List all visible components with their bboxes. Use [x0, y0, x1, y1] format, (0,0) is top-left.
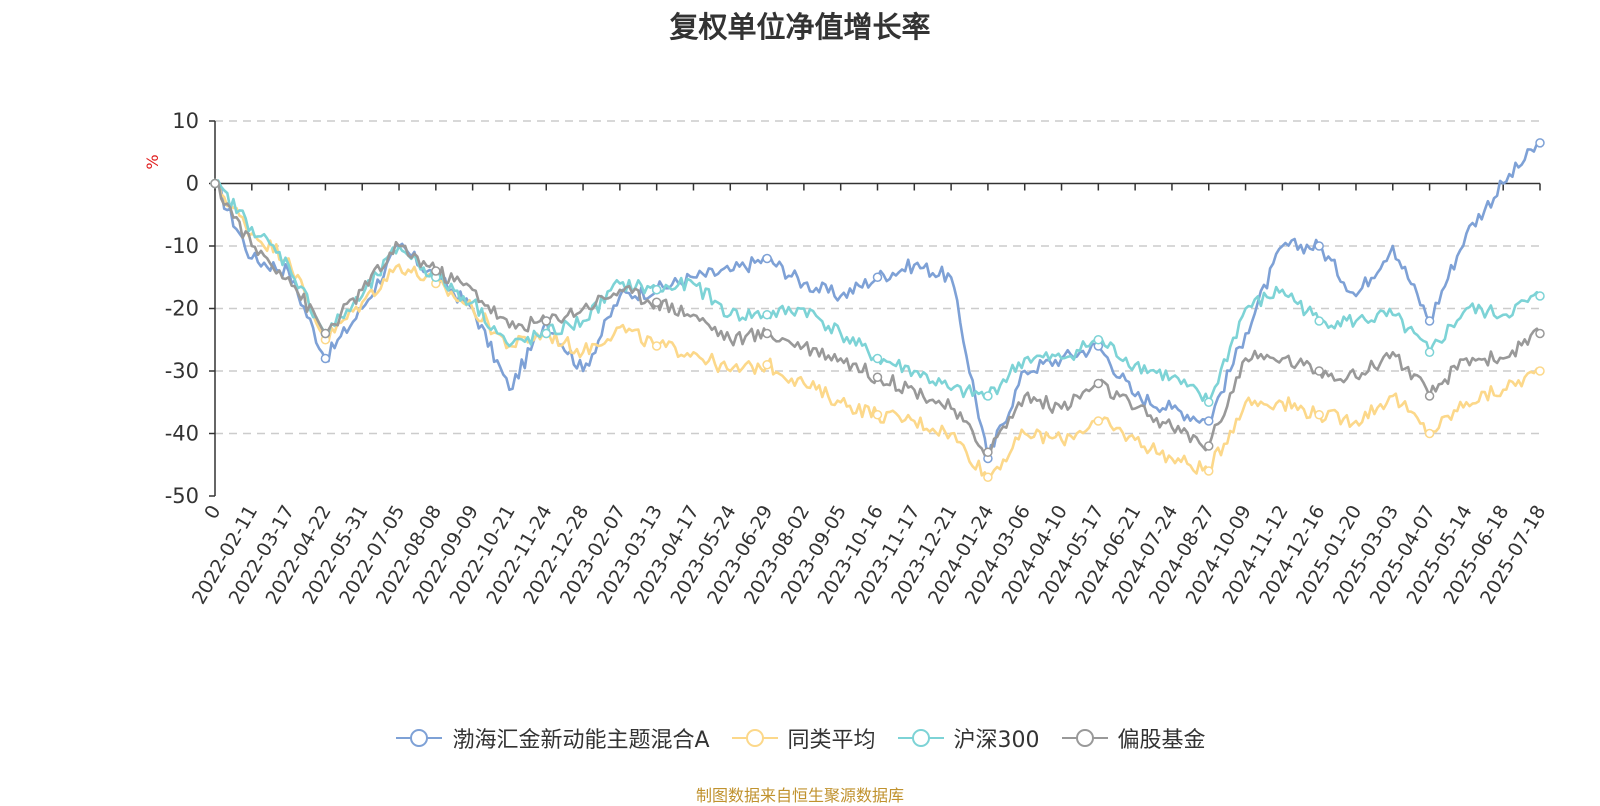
- legend-label: 同类平均: [787, 728, 876, 753]
- series-point: [541, 328, 551, 339]
- series-point: [1535, 328, 1545, 339]
- y-tick-label: -40: [165, 422, 199, 446]
- legend: 渤海汇金新动能主题混合A 同类平均 沪深300 偏股基金: [0, 722, 1600, 754]
- y-axis-unit-label: %: [143, 154, 162, 169]
- series-point: [983, 391, 993, 401]
- series-point: [1424, 347, 1435, 357]
- legend-line-circle-icon: [897, 729, 944, 747]
- y-tick-label: 10: [172, 109, 199, 133]
- series-point: [1424, 391, 1435, 401]
- y-tick-label: -50: [165, 484, 199, 508]
- series-point: [1314, 316, 1324, 326]
- axes: 100-10-20-30-40-5002022-02-112022-03-172…: [165, 109, 1551, 608]
- y-tick-label: -30: [165, 359, 199, 383]
- series-point: [872, 372, 883, 382]
- series-point: [210, 178, 220, 189]
- data-source-footer: 制图数据来自恒生聚源数据库: [695, 786, 904, 805]
- legend-item-0[interactable]: 渤海汇金新动能主题混合A: [394, 722, 710, 754]
- series-point: [1093, 335, 1104, 345]
- series-point: [1314, 366, 1324, 376]
- series-point: [983, 447, 993, 457]
- series-point: [1204, 397, 1214, 407]
- legend-line-circle-icon: [396, 729, 443, 747]
- series-point: [1093, 416, 1104, 426]
- legend-label: 偏股基金: [1117, 728, 1206, 753]
- series-point: [320, 353, 331, 364]
- series-point: [762, 360, 772, 370]
- y-tick-label: -10: [165, 234, 199, 258]
- series-point: [320, 328, 331, 339]
- series-point: [431, 266, 441, 276]
- series-point: [541, 316, 551, 326]
- series-point: [1204, 466, 1214, 476]
- series-point: [651, 285, 662, 295]
- series-point: [1204, 416, 1214, 426]
- series-point: [762, 253, 772, 264]
- series-line-2: [214, 179, 1542, 404]
- legend-item-2[interactable]: 沪深300: [896, 722, 1040, 754]
- legend-line-circle-icon: [1061, 729, 1108, 747]
- legend-line-circle-icon: [731, 729, 778, 747]
- series-point: [651, 297, 662, 307]
- series-point: [872, 410, 883, 420]
- series-lines: [214, 141, 1542, 479]
- series-point: [1424, 316, 1435, 326]
- series-point: [983, 472, 993, 482]
- series-point: [1535, 366, 1545, 376]
- series-point: [1535, 138, 1545, 148]
- legend-label: 沪深300: [953, 728, 1040, 753]
- y-tick-label: 0: [186, 172, 199, 196]
- series-point: [872, 272, 883, 282]
- gridlines: [215, 120, 1540, 435]
- y-tick-label: -20: [165, 297, 199, 321]
- series-point: [872, 353, 883, 364]
- series-point: [1204, 441, 1214, 451]
- series-point: [1314, 410, 1324, 420]
- x-tick-label: 0: [200, 502, 225, 523]
- series-markers: [210, 138, 1545, 482]
- legend-item-3[interactable]: 偏股基金: [1060, 722, 1206, 754]
- legend-item-1[interactable]: 同类平均: [730, 722, 876, 754]
- chart-title: 复权单位净值增长率: [669, 10, 931, 44]
- series-point: [1535, 291, 1545, 301]
- legend-label: 渤海汇金新动能主题混合A: [452, 728, 710, 753]
- series-point: [1424, 428, 1435, 439]
- series-point: [651, 341, 662, 351]
- series-point: [762, 328, 772, 339]
- series-point: [1314, 241, 1324, 251]
- series-point: [1093, 378, 1104, 389]
- series-point: [762, 310, 772, 320]
